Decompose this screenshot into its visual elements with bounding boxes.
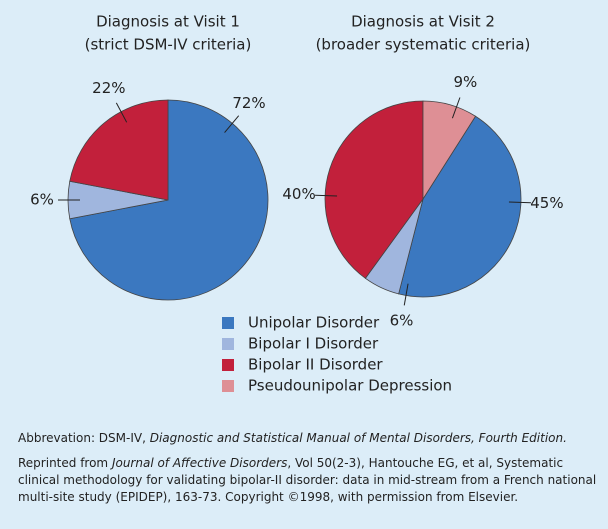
data-label: 22% bbox=[92, 79, 125, 97]
leader-line bbox=[115, 102, 128, 123]
note-text: Diagnostic and Statistical Manual of Men… bbox=[149, 431, 567, 445]
pie-slice bbox=[398, 115, 522, 298]
notes: Abbrevation: DSM-IV, Diagnostic and Stat… bbox=[18, 430, 598, 514]
leader-line bbox=[315, 194, 338, 197]
legend-swatch bbox=[222, 380, 234, 392]
data-label: 45% bbox=[530, 194, 563, 212]
legend-label: Bipolar I Disorder bbox=[248, 335, 379, 353]
pie-slice bbox=[422, 100, 477, 201]
leader-line bbox=[224, 115, 240, 133]
data-label: 9% bbox=[454, 73, 478, 91]
legend-swatch bbox=[222, 317, 234, 329]
legend-swatch bbox=[222, 359, 234, 371]
data-label: 6% bbox=[30, 191, 54, 209]
legend-label: Pseudounipolar Depression bbox=[248, 377, 452, 395]
note: Reprinted from Journal of Affective Diso… bbox=[18, 455, 598, 506]
chart-subtitle: (strict DSM-IV criteria) bbox=[85, 36, 252, 54]
legend-label: Bipolar II Disorder bbox=[248, 356, 383, 374]
pie-slice bbox=[69, 99, 269, 301]
note: Abbrevation: DSM-IV, Diagnostic and Stat… bbox=[18, 430, 598, 447]
chart: Diagnosis at Visit 1 (strict DSM-IV crite… bbox=[30, 13, 563, 395]
leader-line bbox=[451, 97, 461, 119]
note-text: Journal of Affective Disorders bbox=[111, 456, 288, 470]
note-text: Reprinted from bbox=[18, 456, 112, 470]
chart-title: Diagnosis at Visit 1 bbox=[96, 13, 240, 31]
legend-swatch bbox=[222, 338, 234, 350]
note-text: Abbrevation: DSM-IV, bbox=[18, 431, 150, 445]
data-label: 72% bbox=[232, 94, 265, 112]
pie-slice bbox=[324, 100, 424, 279]
pie-slice bbox=[69, 99, 169, 201]
chart-title: Diagnosis at Visit 2 bbox=[351, 13, 495, 31]
chart-subtitle: (broader systematic criteria) bbox=[316, 36, 531, 54]
note-text: , Vol 50(2-3), Hantouche EG, et al, Syst… bbox=[18, 456, 597, 504]
legend-label: Unipolar Disorder bbox=[248, 314, 380, 332]
leader-line bbox=[508, 201, 531, 204]
leader-line bbox=[403, 283, 409, 306]
data-label: 6% bbox=[390, 312, 414, 330]
data-label: 40% bbox=[282, 185, 315, 203]
